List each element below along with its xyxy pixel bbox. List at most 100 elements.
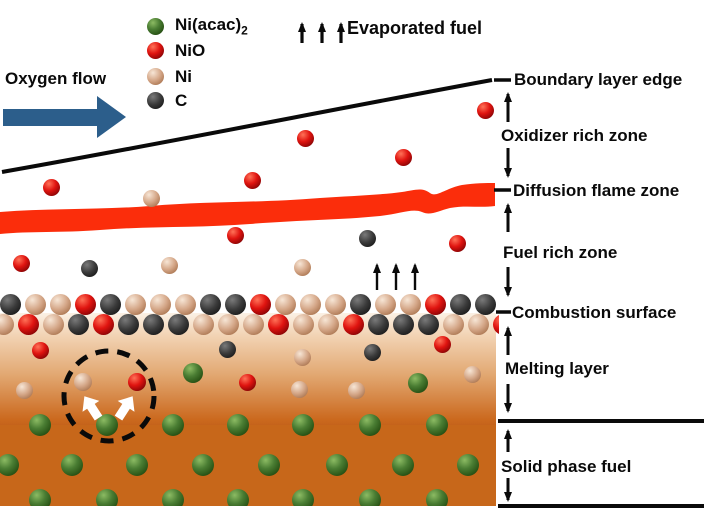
particle-c [167,313,189,335]
particle-ni [374,293,396,315]
solid-phase-label: Solid phase fuel [501,457,632,476]
particle-ni [290,380,308,398]
particle-c [218,340,236,358]
particle-nio [243,171,261,189]
particle-nio [12,254,30,272]
reaction-dashed-circle [61,348,157,444]
particle-ni [347,381,365,399]
particle-niacac [326,454,348,476]
particle-niacac [183,363,203,383]
particle-nio [17,313,39,335]
particle-c [67,313,89,335]
reaction-arrow-right [114,396,135,421]
diffusion-flame-label: Diffusion flame zone [513,181,680,200]
particle-niacac [162,414,184,436]
particle-ni [192,313,214,335]
particle-c [0,293,21,315]
particle-ni [274,293,296,315]
particle-niacac [29,489,51,506]
particle-ni [463,365,481,383]
particle-nio [238,373,256,391]
particle-ni [292,313,314,335]
particle-nio [342,313,364,335]
particle-ni [217,313,239,335]
particle-ni [42,313,64,335]
oxygen-flow-label: Oxygen flow [5,69,107,88]
particle-niacac [29,414,51,436]
particle-nio [249,293,271,315]
particle-niacac [426,489,448,506]
niacac-legend-label: Ni(acac)2 [175,15,248,38]
particle-c [117,313,139,335]
particle-ni [24,293,46,315]
particle-nio [476,101,494,119]
particle-ni [0,313,14,335]
fuel-rich-label: Fuel rich zone [503,243,618,262]
particle-c [80,259,98,277]
particle-c [392,313,414,335]
particle-niacac [426,414,448,436]
particle-ni [160,256,178,274]
c-legend-dot-icon [147,92,164,109]
legend-item-c: C [147,92,187,109]
particle-niacac [61,454,83,476]
particle-nio [31,341,49,359]
oxygen-flow-arrow [3,96,126,138]
particle-ni [174,293,196,315]
particle-niacac [227,489,249,506]
fuel-vapor-arrows [373,263,419,290]
legend-item-nio: NiO [147,42,205,59]
particle-niacac [126,454,148,476]
boundary-layer-curve [1,78,493,174]
particle-nio [433,335,451,353]
legend-item-ni: Ni [147,68,192,85]
combustion-surface-label: Combustion surface [512,303,677,322]
particle-c [358,229,376,247]
particle-niacac [292,414,314,436]
particle-c [474,293,496,315]
particle-nio [128,373,146,391]
particle-nio [42,178,60,196]
c-legend-label: C [175,91,188,110]
particle-c [363,343,381,361]
oxidizer-zone-label: Oxidizer rich zone [501,126,648,145]
particle-ni [293,348,311,366]
boundary-layer-label: Boundary layer edge [514,70,683,89]
particle-c [142,313,164,335]
diffusion-flame-band [0,183,495,234]
particle-nio [92,313,114,335]
particle-c [417,313,439,335]
particle-niacac [392,454,414,476]
particle-ni [324,293,346,315]
particle-nio [267,313,289,335]
particle-nio [394,148,412,166]
evaporated-fuel-arrows [298,22,345,43]
particle-niacac [359,489,381,506]
particle-niacac [96,489,118,506]
particle-ni [142,189,160,207]
nio-legend-label: NiO [175,41,206,60]
particle-niacac [192,454,214,476]
particle-ni [15,381,33,399]
particle-c [349,293,371,315]
particle-ni [467,313,489,335]
particle-ni [442,313,464,335]
particle-niacac [227,414,249,436]
particle-ni [399,293,421,315]
particle-nio [296,129,314,147]
particle-niacac [457,454,479,476]
particle-ni [299,293,321,315]
particle-niacac [258,454,280,476]
particle-niacac [0,454,19,476]
particle-ni [242,313,264,335]
evaporated-fuel-label: Evaporated fuel [347,18,483,38]
particle-niacac [162,489,184,506]
particle-nio [226,226,244,244]
reaction-arrow-left [82,396,103,421]
particle-niacac [292,489,314,506]
particles-layer [0,101,499,506]
particle-niacac [359,414,381,436]
particle-niacac [408,373,428,393]
